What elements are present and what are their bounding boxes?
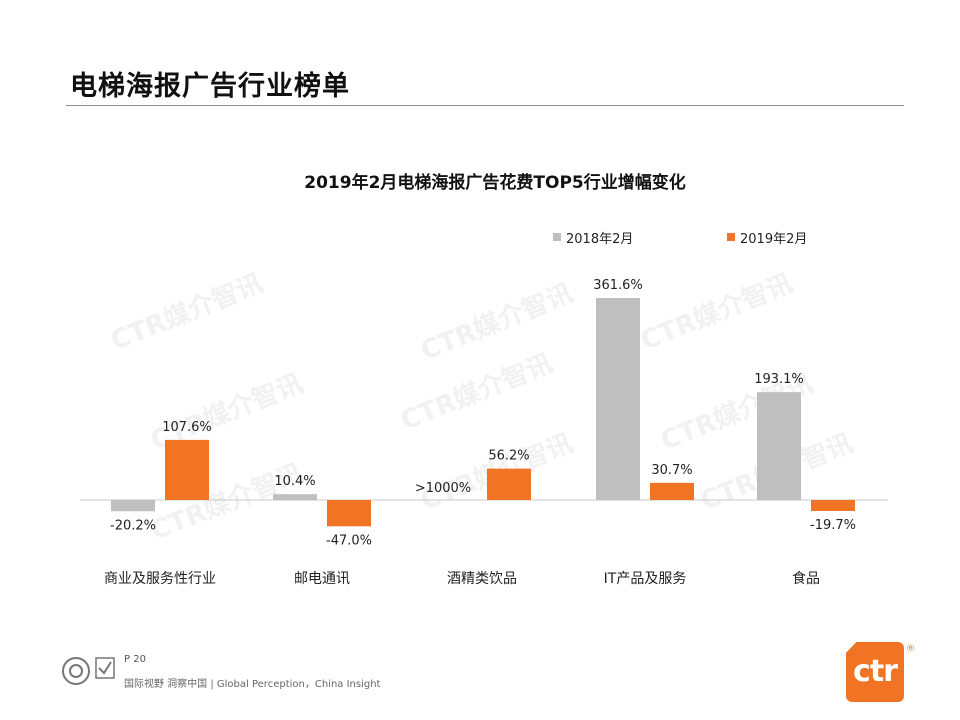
certification-icons xyxy=(60,654,116,692)
ctr-logo-text: ctr xyxy=(853,654,898,689)
data-label: 107.6% xyxy=(162,420,212,435)
data-label: 30.7% xyxy=(651,463,692,478)
legend-label: 2018年2月 xyxy=(566,232,633,247)
page-number: P 20 xyxy=(124,654,146,665)
category-label: IT产品及服务 xyxy=(604,571,687,587)
category-label: 酒精类饮品 xyxy=(447,571,517,587)
category-label: 邮电通讯 xyxy=(294,571,350,587)
legend-swatch xyxy=(553,233,561,241)
bar xyxy=(596,298,640,500)
data-label: -20.2% xyxy=(110,518,156,533)
category-label: 商业及服务性行业 xyxy=(104,571,216,587)
data-label: -19.7% xyxy=(810,518,856,533)
chart-title: 2019年2月电梯海报广告花费TOP5行业增幅变化 xyxy=(304,172,685,193)
data-label: -47.0% xyxy=(326,533,372,548)
data-label: 193.1% xyxy=(754,372,804,387)
watermark: CTR媒介智讯 xyxy=(637,269,797,357)
page-title: 电梯海报广告行业榜单 xyxy=(70,71,350,102)
category-label: 食品 xyxy=(792,570,820,587)
footer-tagline: 国际视野 洞察中国 | Global Perception，China Insi… xyxy=(124,679,381,690)
bar xyxy=(757,392,801,500)
watermark: CTR媒介智讯 xyxy=(107,269,267,357)
bar xyxy=(111,500,155,512)
legend-swatch xyxy=(727,233,735,241)
bar xyxy=(487,468,531,500)
title-divider xyxy=(66,105,904,106)
data-label: 361.6% xyxy=(593,278,643,293)
bar xyxy=(165,439,209,500)
watermark: CTR媒介智讯 xyxy=(397,349,557,437)
bar xyxy=(327,500,371,527)
data-label: 56.2% xyxy=(488,449,529,464)
bar xyxy=(273,494,317,500)
ctr-logo: ctr xyxy=(846,642,904,702)
watermark: CTR媒介智讯 xyxy=(417,279,577,367)
bar xyxy=(650,482,694,500)
bar xyxy=(811,500,855,512)
data-label: >1000% xyxy=(415,481,471,496)
registered-mark: ® xyxy=(906,644,915,654)
data-label: 10.4% xyxy=(274,474,315,489)
legend-label: 2019年2月 xyxy=(740,232,807,247)
